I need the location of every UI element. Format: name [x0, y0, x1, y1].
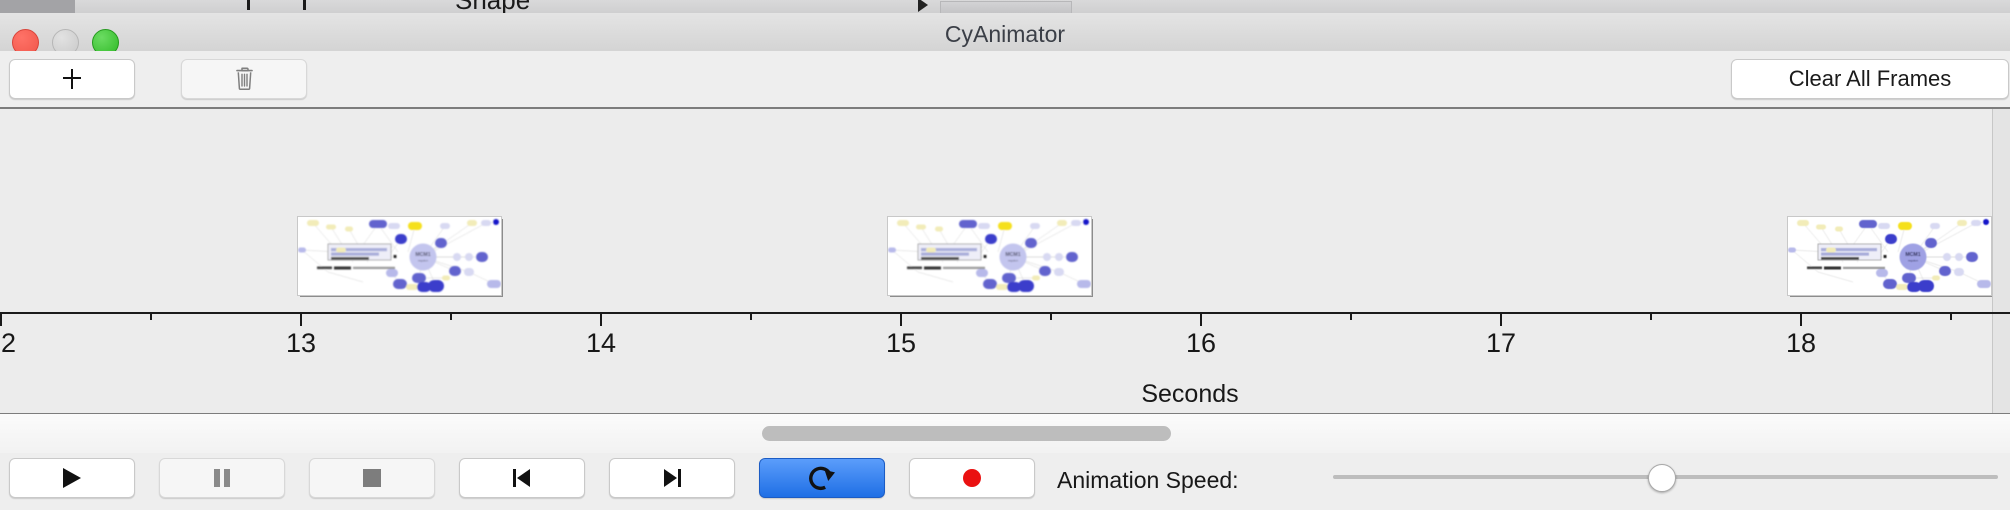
svg-text:regulon: regulon — [418, 259, 428, 263]
svg-text:regulon: regulon — [1008, 259, 1018, 263]
svg-text:MCM1: MCM1 — [1905, 252, 1920, 258]
svg-text:MCM1: MCM1 — [415, 252, 430, 258]
svg-text:regulon: regulon — [1908, 259, 1918, 263]
svg-text:MCM1: MCM1 — [1005, 252, 1020, 258]
